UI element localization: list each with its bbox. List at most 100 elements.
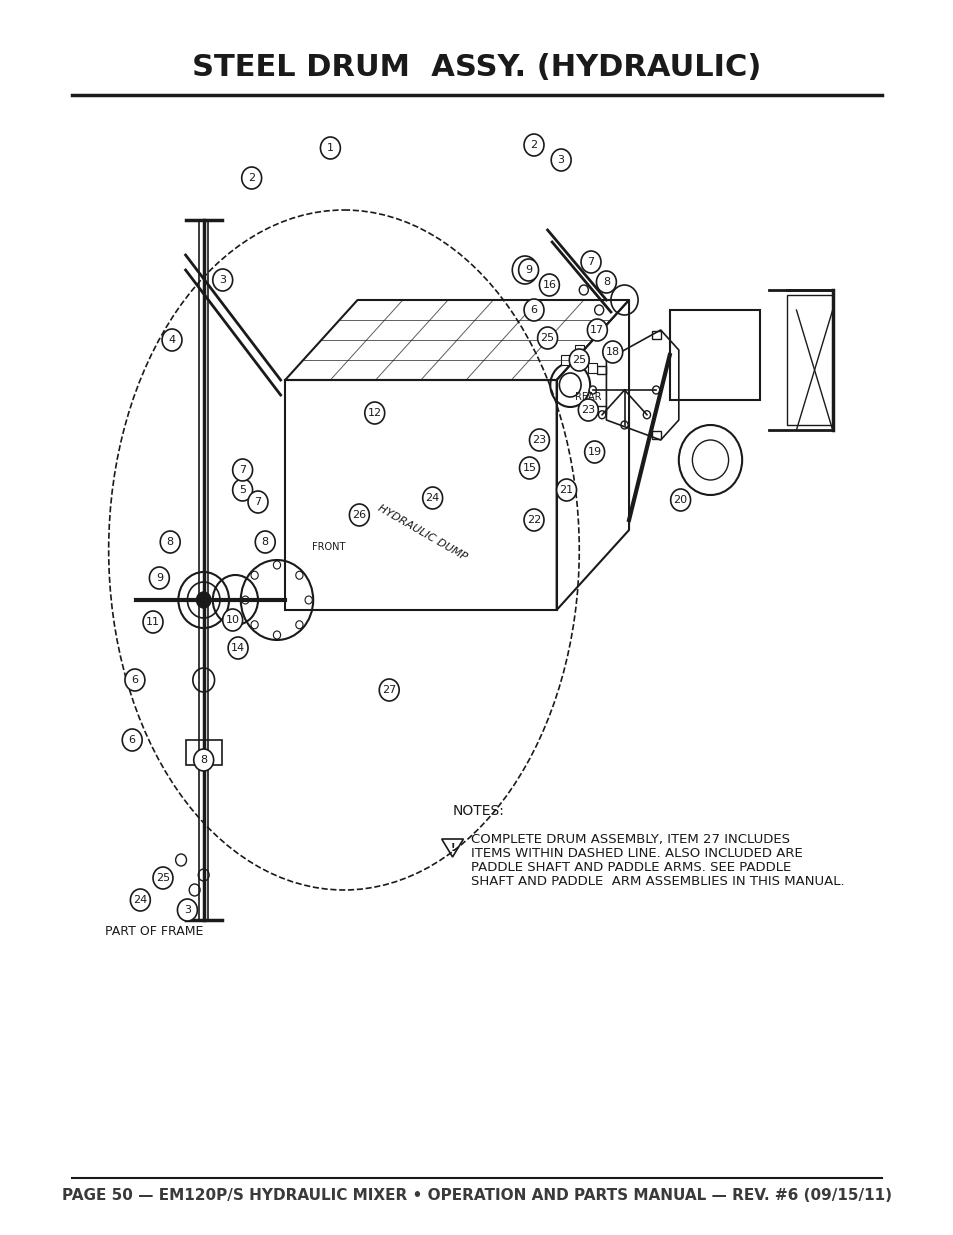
Text: STEEL DRUM  ASSY. (HYDRAULIC): STEEL DRUM ASSY. (HYDRAULIC) — [193, 53, 760, 83]
Circle shape — [556, 479, 576, 501]
Circle shape — [255, 531, 274, 553]
Text: 27: 27 — [382, 685, 395, 695]
Circle shape — [125, 669, 145, 692]
Circle shape — [537, 327, 557, 350]
Circle shape — [122, 729, 142, 751]
Text: 7: 7 — [254, 496, 261, 508]
Text: FRONT: FRONT — [312, 542, 345, 552]
Text: 16: 16 — [542, 280, 556, 290]
Text: PAGE 50 — EM120P/S HYDRAULIC MIXER • OPERATION AND PARTS MANUAL — REV. #6 (09/15: PAGE 50 — EM120P/S HYDRAULIC MIXER • OPE… — [62, 1188, 891, 1203]
Circle shape — [529, 429, 549, 451]
Circle shape — [233, 459, 253, 480]
Text: 24: 24 — [425, 493, 439, 503]
Text: 8: 8 — [261, 537, 269, 547]
Bar — [597, 366, 606, 374]
Text: NOTES:: NOTES: — [452, 804, 504, 818]
Text: 23: 23 — [532, 435, 546, 445]
Text: 17: 17 — [590, 325, 604, 335]
Circle shape — [519, 457, 538, 479]
Text: SHAFT AND PADDLE  ARM ASSEMBLIES IN THIS MANUAL.: SHAFT AND PADDLE ARM ASSEMBLIES IN THIS … — [470, 876, 843, 888]
Circle shape — [518, 259, 538, 282]
Text: ITEMS WITHIN DASHED LINE. ALSO INCLUDED ARE: ITEMS WITHIN DASHED LINE. ALSO INCLUDED … — [470, 847, 801, 860]
Text: 20: 20 — [673, 495, 687, 505]
Text: 3: 3 — [558, 156, 564, 165]
Circle shape — [177, 899, 197, 921]
Text: 3: 3 — [219, 275, 226, 285]
Circle shape — [251, 621, 258, 629]
Text: 19: 19 — [587, 447, 601, 457]
Text: 6: 6 — [129, 735, 135, 745]
Circle shape — [551, 149, 571, 170]
Circle shape — [596, 270, 616, 293]
Circle shape — [305, 597, 312, 604]
Text: 14: 14 — [231, 643, 245, 653]
Circle shape — [150, 567, 169, 589]
Circle shape — [523, 509, 543, 531]
Text: 4: 4 — [169, 335, 175, 345]
Circle shape — [248, 492, 268, 513]
Text: 22: 22 — [526, 515, 540, 525]
Text: PADDLE SHAFT AND PADDLE ARMS. SEE PADDLE: PADDLE SHAFT AND PADDLE ARMS. SEE PADDLE — [470, 861, 790, 874]
Text: 18: 18 — [605, 347, 619, 357]
Circle shape — [241, 167, 261, 189]
Circle shape — [320, 137, 340, 159]
Circle shape — [598, 411, 605, 419]
Text: 25: 25 — [572, 354, 586, 366]
Circle shape — [578, 399, 598, 421]
Circle shape — [241, 597, 249, 604]
Text: 2: 2 — [248, 173, 255, 183]
Text: 9: 9 — [524, 266, 532, 275]
Text: HYDRAULIC DUMP: HYDRAULIC DUMP — [375, 503, 468, 562]
Bar — [186, 740, 221, 764]
Bar — [560, 354, 570, 366]
Text: 21: 21 — [559, 485, 573, 495]
Circle shape — [213, 269, 233, 291]
Text: 9: 9 — [155, 573, 163, 583]
Text: PART OF FRAME: PART OF FRAME — [105, 925, 203, 939]
Text: 7: 7 — [587, 257, 594, 267]
Circle shape — [364, 403, 384, 424]
Circle shape — [228, 637, 248, 659]
Text: 2: 2 — [530, 140, 537, 149]
Circle shape — [584, 441, 604, 463]
Circle shape — [670, 489, 690, 511]
Text: 8: 8 — [602, 277, 609, 287]
Circle shape — [602, 341, 622, 363]
Circle shape — [193, 748, 213, 771]
Circle shape — [379, 679, 398, 701]
Circle shape — [349, 504, 369, 526]
Text: 6: 6 — [132, 676, 138, 685]
Text: 7: 7 — [239, 466, 246, 475]
Circle shape — [580, 251, 600, 273]
Text: 11: 11 — [146, 618, 160, 627]
Text: 10: 10 — [226, 615, 239, 625]
Circle shape — [523, 135, 543, 156]
Circle shape — [162, 329, 182, 351]
Text: 15: 15 — [522, 463, 536, 473]
Text: 5: 5 — [239, 485, 246, 495]
Bar — [651, 431, 660, 438]
Circle shape — [295, 572, 303, 579]
Circle shape — [587, 319, 607, 341]
Circle shape — [589, 387, 596, 394]
Text: 26: 26 — [352, 510, 366, 520]
Circle shape — [642, 411, 650, 419]
Text: 24: 24 — [133, 895, 148, 905]
Circle shape — [274, 631, 280, 638]
Circle shape — [152, 867, 172, 889]
Bar — [574, 345, 583, 354]
Circle shape — [160, 531, 180, 553]
Text: COMPLETE DRUM ASSEMBLY, ITEM 27 INCLUDES: COMPLETE DRUM ASSEMBLY, ITEM 27 INCLUDES — [470, 832, 789, 846]
Circle shape — [538, 274, 558, 296]
Bar — [588, 363, 597, 373]
Text: 8: 8 — [167, 537, 173, 547]
Circle shape — [569, 350, 589, 370]
Circle shape — [222, 609, 242, 631]
Circle shape — [274, 561, 280, 569]
Circle shape — [131, 889, 151, 911]
Circle shape — [143, 611, 163, 634]
Text: 25: 25 — [155, 873, 170, 883]
Bar — [651, 331, 660, 338]
Circle shape — [652, 387, 659, 394]
Text: 12: 12 — [367, 408, 381, 417]
